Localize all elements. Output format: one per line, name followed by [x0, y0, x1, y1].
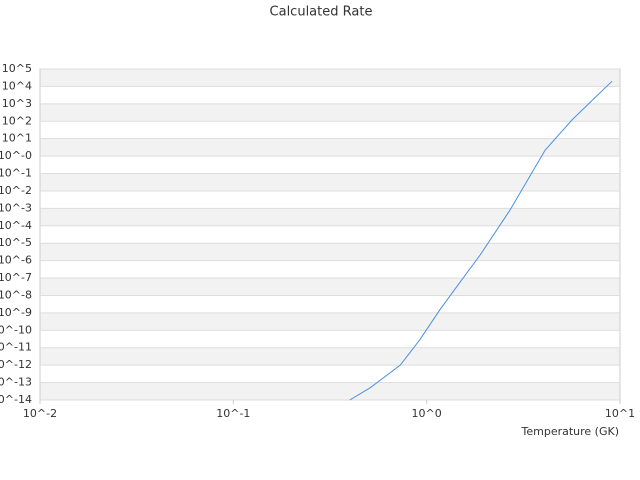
- grid-band: [40, 69, 620, 87]
- y-tick-label: 10^-5: [0, 236, 32, 249]
- grid-band: [40, 173, 620, 191]
- x-axis-label: Temperature (GK): [521, 425, 620, 438]
- grid-band: [40, 312, 620, 331]
- x-tick-label: 10^-2: [23, 407, 57, 420]
- grid-band: [40, 208, 620, 226]
- y-tick-label: 10^-7: [0, 271, 32, 284]
- y-tick-label: 10^-3: [0, 201, 32, 214]
- y-tick-label: 10^-6: [0, 254, 32, 267]
- x-tick-label: 10^-1: [216, 407, 250, 420]
- grid-band: [40, 278, 620, 296]
- y-tick-label: 10^-11: [0, 341, 32, 354]
- y-tick-label: 10^3: [2, 97, 32, 110]
- y-tick-label: 10^-1: [0, 167, 32, 180]
- grid-band: [40, 243, 620, 261]
- y-tick-label: 10^-8: [0, 288, 32, 301]
- y-tick-label: 10^-14: [0, 393, 32, 406]
- chart-title: Calculated Rate: [270, 5, 373, 20]
- y-tick-label: 10^2: [2, 114, 32, 127]
- y-tick-label: 10^-2: [0, 184, 32, 197]
- x-tick-label: 10^1: [605, 407, 635, 420]
- y-tick-label: 10^-4: [0, 219, 32, 232]
- y-tick-label: 10^-9: [0, 306, 32, 319]
- grid-band: [40, 347, 620, 366]
- grid-band: [40, 138, 620, 157]
- y-tick-label: 10^-10: [0, 323, 32, 336]
- grid-band: [40, 382, 620, 400]
- y-tick-label: 10^-0: [0, 149, 32, 162]
- grid-band: [40, 103, 620, 122]
- y-tick-label: 10^-12: [0, 358, 32, 371]
- data-line: [349, 80, 613, 401]
- y-tick-label: 10^5: [2, 62, 32, 75]
- y-tick-label: 10^-13: [0, 376, 32, 389]
- y-tick-label: 10^1: [2, 132, 32, 145]
- y-tick-label: 10^4: [2, 79, 32, 92]
- x-tick-label: 10^0: [412, 407, 442, 420]
